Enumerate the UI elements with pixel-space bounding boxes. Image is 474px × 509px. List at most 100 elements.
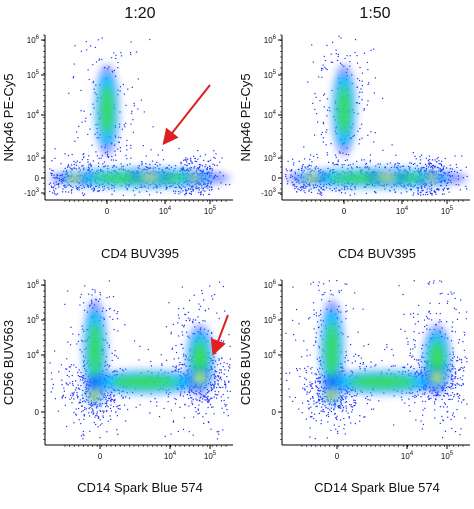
event-dot (124, 324, 126, 326)
event-dot (80, 435, 83, 437)
event-dot (370, 49, 372, 51)
event-dot (82, 340, 84, 343)
event-dot (185, 193, 187, 195)
event-dot (208, 189, 211, 191)
event-dot (417, 193, 420, 195)
event-dot (193, 294, 195, 296)
event-dot (439, 406, 441, 408)
event-dot (351, 395, 353, 398)
event-dot (408, 392, 410, 394)
event-dot (100, 157, 102, 159)
event-dot (77, 397, 79, 399)
event-dot (299, 368, 301, 370)
event-dot (80, 422, 82, 425)
event-dot (451, 368, 453, 370)
event-dot (188, 392, 191, 394)
event-dot (315, 96, 317, 98)
event-dot (344, 393, 346, 395)
event-dot (431, 166, 434, 168)
event-dot (113, 395, 115, 397)
event-dot (117, 405, 119, 407)
event-dot (357, 331, 359, 333)
event-dot (323, 123, 325, 125)
event-dot (52, 170, 54, 172)
event-dot (97, 426, 99, 428)
event-dot (109, 407, 112, 410)
event-dot (79, 349, 81, 351)
event-dot (350, 370, 352, 372)
event-dot (130, 53, 132, 56)
event-dot (451, 384, 453, 386)
event-dot (402, 366, 404, 368)
event-dot (334, 154, 337, 156)
event-dot (207, 406, 209, 409)
event-dot (92, 404, 94, 406)
event-dot (455, 384, 457, 386)
event-dot (320, 406, 323, 408)
event-dot (69, 382, 71, 384)
event-dot (73, 167, 75, 169)
event-dot (103, 166, 105, 168)
event-dot (116, 415, 118, 417)
event-dot (192, 322, 194, 324)
tick-label: 104 (264, 110, 277, 120)
density (307, 175, 317, 181)
tick-label: 0 (105, 207, 110, 216)
event-dot (439, 422, 441, 424)
event-dot (309, 185, 311, 187)
event-dot (66, 374, 68, 377)
event-dot (330, 407, 333, 409)
event-dot (166, 167, 168, 169)
event-dot (65, 382, 67, 384)
event-dot (342, 398, 344, 401)
event-dot (315, 312, 317, 314)
event-dot (82, 153, 84, 156)
event-dot (201, 290, 203, 292)
event-dot (335, 187, 337, 189)
event-dot (180, 187, 182, 189)
event-dot (183, 355, 185, 357)
event-dot (182, 166, 184, 168)
event-dot (456, 356, 459, 358)
event-dot (429, 312, 431, 315)
event-dot (214, 371, 216, 373)
event-dot (78, 186, 80, 188)
event-dot (318, 326, 320, 328)
event-dot (374, 132, 376, 134)
event-dot (69, 366, 71, 368)
event-dot (99, 437, 101, 439)
tick-exp: 5 (273, 70, 277, 76)
event-dot (292, 164, 295, 166)
event-dot (190, 166, 192, 169)
event-dot (223, 340, 225, 342)
tick-exp: 5 (273, 315, 277, 321)
event-dot (158, 415, 161, 418)
event-dot (142, 145, 144, 147)
event-dot (351, 409, 354, 411)
event-dot (76, 131, 78, 133)
event-dot (204, 154, 206, 156)
event-dot (80, 376, 82, 378)
event-dot (161, 363, 163, 365)
event-dot (363, 345, 365, 347)
event-dot (413, 331, 415, 333)
event-dot (431, 194, 433, 196)
event-dot (71, 374, 73, 377)
event-dot (106, 368, 108, 371)
event-dot (190, 396, 192, 399)
event-dot (52, 383, 55, 386)
event-dot (320, 169, 322, 171)
event-dot (61, 379, 63, 381)
event-dot (361, 84, 364, 87)
tick-exp: 4 (168, 206, 172, 212)
event-dot (71, 383, 74, 385)
event-dot (109, 364, 111, 367)
event-dot (417, 394, 419, 396)
event-dot (317, 368, 319, 371)
event-dot (320, 310, 322, 312)
event-dot (370, 408, 373, 410)
event-dot (186, 189, 188, 192)
event-dot (70, 397, 73, 399)
event-dot (399, 166, 401, 168)
event-dot (451, 360, 453, 362)
